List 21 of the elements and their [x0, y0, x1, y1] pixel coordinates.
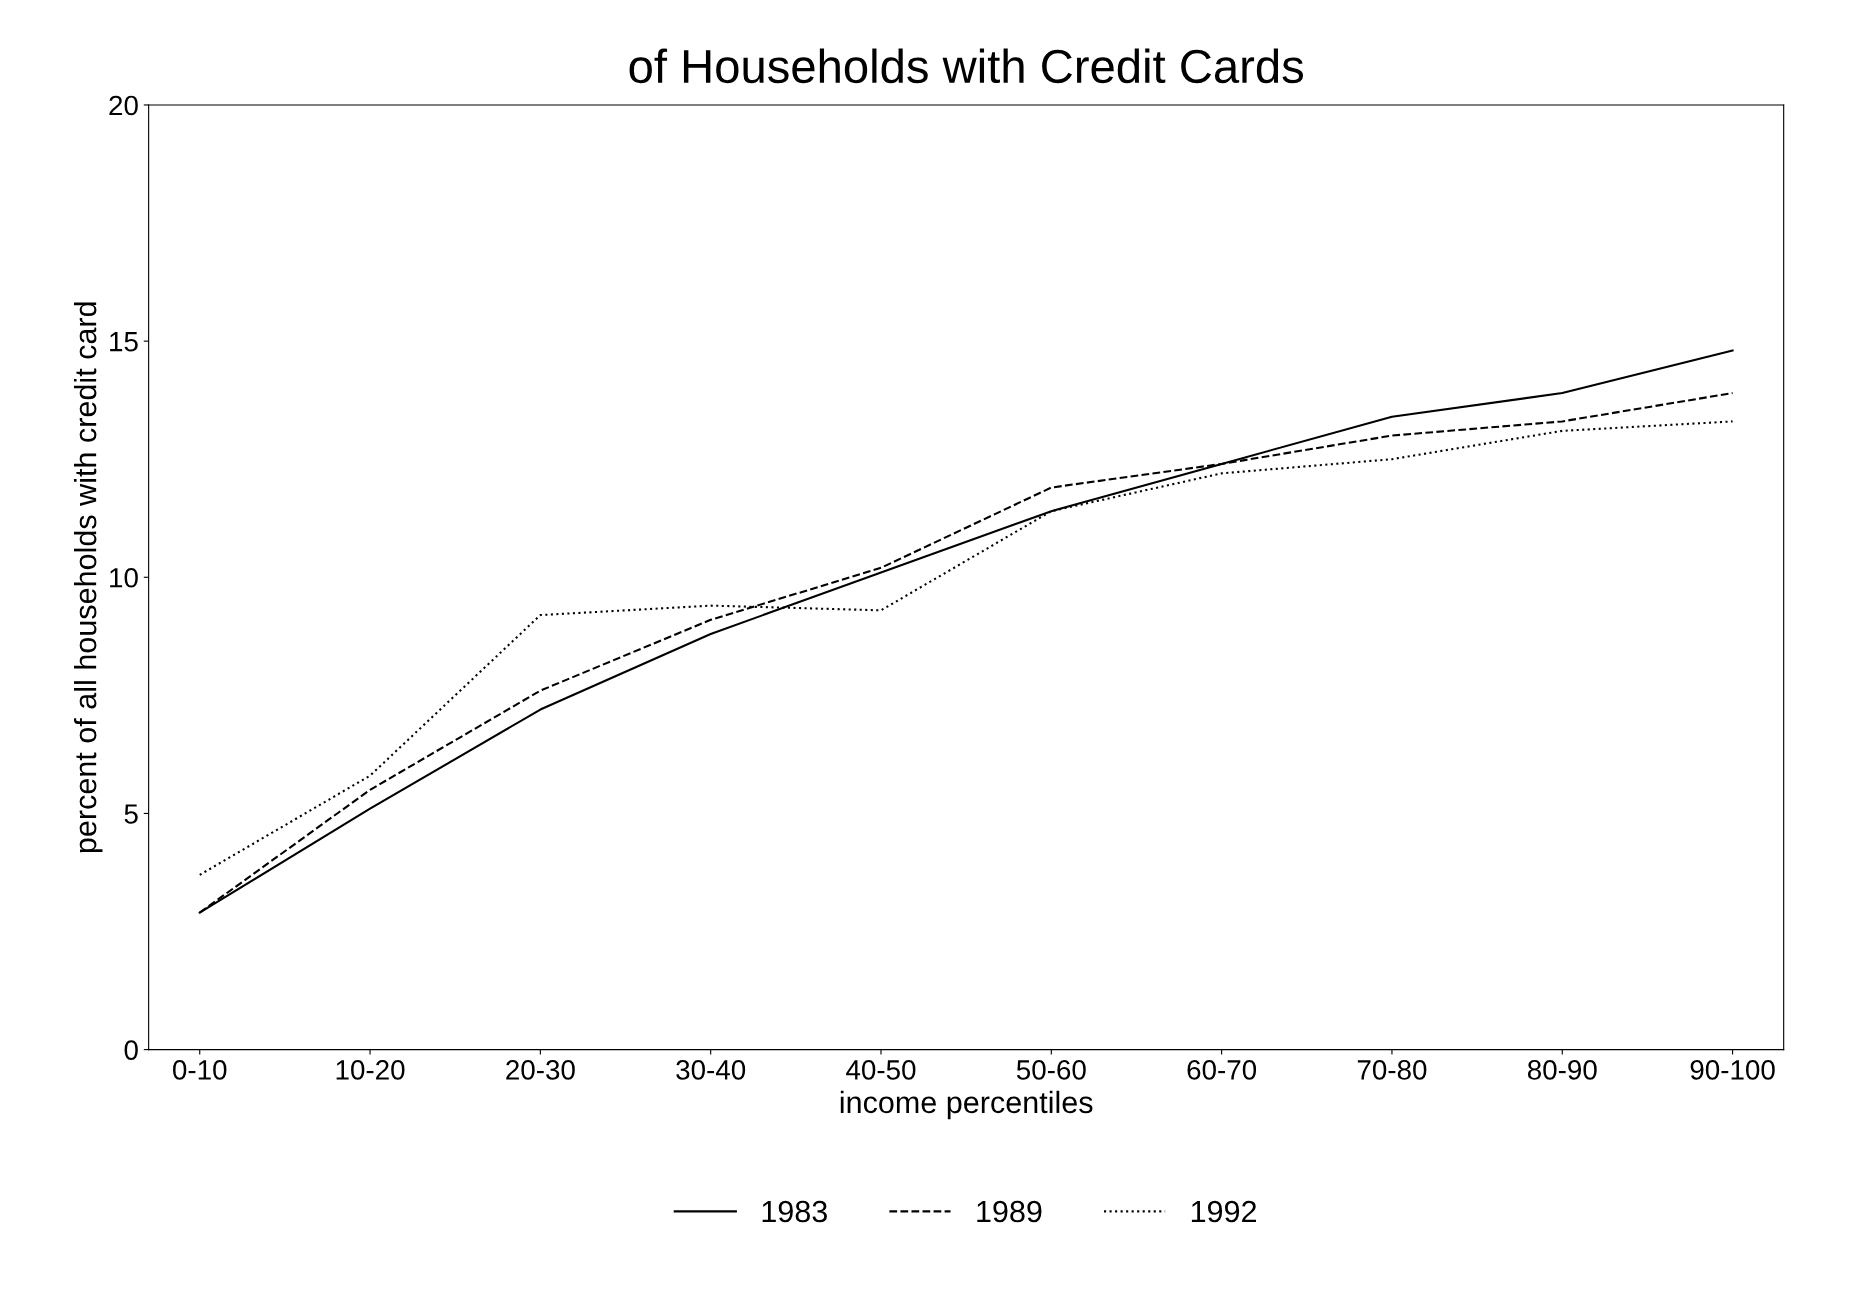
- y-tick-label: 0: [124, 1040, 138, 1060]
- y-axis-title: percent of all households with credit card: [73, 302, 103, 853]
- legend-label: 1983: [762, 1200, 827, 1223]
- y-tick-label: 20: [109, 95, 138, 116]
- x-tick-label: 80-90: [1527, 1060, 1597, 1080]
- legend-label: 1992: [1191, 1200, 1257, 1223]
- x-tick-label: 40-50: [846, 1060, 916, 1080]
- x-tick-label: 20-30: [506, 1060, 575, 1080]
- x-tick-label: 70-80: [1357, 1060, 1427, 1080]
- x-tick-label: 60-70: [1187, 1060, 1257, 1080]
- chart-title: of Households with Credit Cards: [629, 48, 1304, 84]
- x-tick-label: 10-20: [336, 1060, 405, 1080]
- x-tick-label: 50-60: [1016, 1060, 1086, 1080]
- x-axis-title: income percentiles: [840, 1090, 1093, 1120]
- y-tick-label: 15: [110, 332, 138, 352]
- y-tick-label: 5: [124, 804, 138, 824]
- legend-label: 1989: [977, 1200, 1042, 1223]
- y-tick-label: 10: [110, 567, 138, 588]
- x-tick-label: 90-100: [1690, 1060, 1775, 1080]
- x-tick-label: 0-10: [173, 1060, 227, 1080]
- x-tick-label: 30-40: [676, 1060, 746, 1080]
